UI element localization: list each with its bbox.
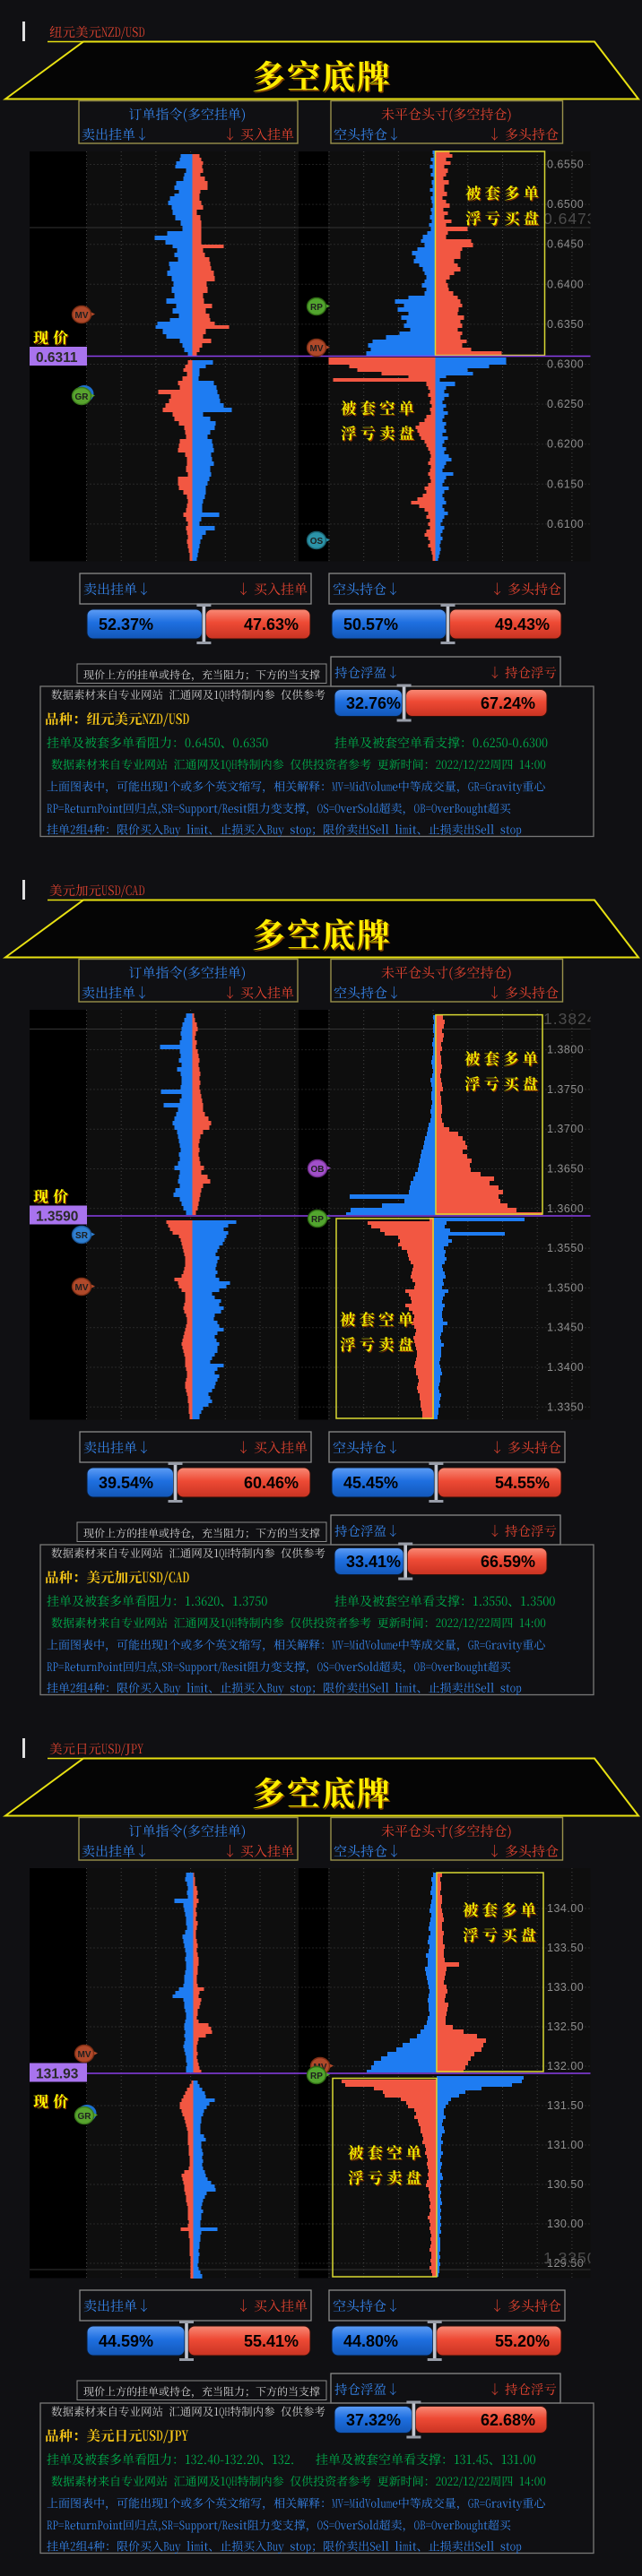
svg-text:134.00: 134.00	[547, 1902, 584, 1915]
svg-text:1.3824: 1.3824	[543, 1010, 597, 1028]
svg-text:0.6450: 0.6450	[547, 238, 584, 251]
svg-text:RP: RP	[310, 303, 323, 313]
svg-text:0.6200: 0.6200	[547, 438, 584, 451]
svg-text:130.50: 130.50	[547, 2178, 584, 2191]
svg-text:1.3350: 1.3350	[547, 1400, 584, 1413]
svg-text:0.6250: 0.6250	[547, 398, 584, 410]
svg-text:1.3600: 1.3600	[547, 1202, 584, 1215]
svg-text:132.50: 132.50	[547, 2020, 584, 2033]
svg-text:45.45%: 45.45%	[343, 1474, 398, 1492]
svg-text:44.59%: 44.59%	[99, 2332, 153, 2350]
svg-text:0.6300: 0.6300	[547, 358, 584, 371]
svg-text:131.00: 131.00	[547, 2139, 584, 2151]
svg-text:GR: GR	[75, 392, 90, 402]
svg-text:0.6400: 0.6400	[547, 278, 584, 290]
svg-text:132.00: 132.00	[547, 2060, 584, 2072]
svg-text:0.6100: 0.6100	[547, 518, 584, 530]
svg-text:1.3450: 1.3450	[547, 1322, 584, 1334]
svg-text:0.6350: 0.6350	[547, 318, 584, 331]
svg-text:RP: RP	[311, 1215, 324, 1225]
svg-text:MV: MV	[78, 2050, 91, 2060]
svg-text:133.50: 133.50	[547, 1942, 584, 1954]
svg-text:130.00: 130.00	[547, 2218, 584, 2230]
svg-text:1.3350: 1.3350	[543, 2249, 597, 2267]
svg-text:MV: MV	[75, 1283, 89, 1293]
svg-text:1.3700: 1.3700	[547, 1123, 584, 1135]
svg-text:32.76%: 32.76%	[346, 694, 401, 712]
svg-text:49.43%: 49.43%	[495, 616, 550, 633]
svg-text:OS: OS	[310, 537, 324, 547]
svg-text:60.46%: 60.46%	[244, 1474, 299, 1492]
svg-text:47.63%: 47.63%	[244, 616, 299, 633]
svg-text:50.57%: 50.57%	[343, 616, 398, 633]
svg-text:1.3400: 1.3400	[547, 1361, 584, 1374]
svg-text:0.6311: 0.6311	[36, 350, 78, 366]
svg-text:SR: SR	[75, 1231, 89, 1241]
svg-text:1.3550: 1.3550	[547, 1242, 584, 1254]
svg-text:MV: MV	[310, 344, 324, 354]
svg-text:33.41%: 33.41%	[346, 1553, 401, 1571]
svg-text:67.24%: 67.24%	[481, 694, 535, 712]
svg-text:RP: RP	[310, 2072, 323, 2081]
svg-text:55.20%: 55.20%	[495, 2332, 550, 2350]
svg-text:1.3750: 1.3750	[547, 1083, 584, 1096]
svg-text:131.93: 131.93	[36, 2067, 79, 2082]
svg-text:MV: MV	[75, 311, 89, 321]
svg-text:0.6500: 0.6500	[547, 198, 584, 211]
svg-text:GR: GR	[78, 2112, 92, 2122]
svg-text:133.00: 133.00	[547, 1981, 584, 1994]
svg-text:0.6473: 0.6473	[543, 210, 597, 228]
svg-text:66.59%: 66.59%	[481, 1553, 535, 1571]
svg-text:39.54%: 39.54%	[99, 1474, 153, 1492]
svg-text:1.3800: 1.3800	[547, 1044, 584, 1056]
svg-text:0.6550: 0.6550	[547, 159, 584, 171]
svg-text:OB: OB	[311, 1165, 325, 1175]
svg-text:1.3500: 1.3500	[547, 1281, 584, 1294]
svg-text:54.55%: 54.55%	[495, 1474, 550, 1492]
svg-text:1.3650: 1.3650	[547, 1163, 584, 1176]
svg-text:37.32%: 37.32%	[346, 2411, 401, 2429]
svg-text:0.6150: 0.6150	[547, 478, 584, 490]
svg-text:131.50: 131.50	[547, 2099, 584, 2112]
svg-text:52.37%: 52.37%	[99, 616, 153, 633]
svg-text:129.50: 129.50	[547, 2257, 584, 2270]
svg-text:55.41%: 55.41%	[244, 2332, 299, 2350]
svg-text:44.80%: 44.80%	[343, 2332, 398, 2350]
svg-text:1.3590: 1.3590	[36, 1210, 78, 1225]
svg-text:62.68%: 62.68%	[481, 2411, 535, 2429]
